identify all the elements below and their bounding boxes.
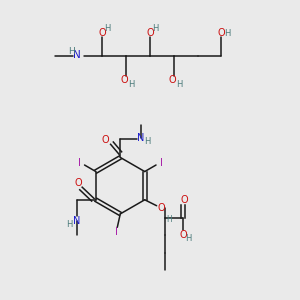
Text: O: O bbox=[169, 75, 176, 85]
Text: N: N bbox=[137, 134, 145, 143]
Text: O: O bbox=[158, 202, 165, 212]
Text: O: O bbox=[218, 28, 225, 38]
Text: O: O bbox=[180, 195, 188, 206]
Text: I: I bbox=[160, 158, 163, 168]
Text: I: I bbox=[78, 158, 81, 168]
Text: O: O bbox=[121, 75, 128, 85]
Text: O: O bbox=[102, 135, 109, 145]
Text: H: H bbox=[144, 137, 151, 146]
Text: H: H bbox=[167, 215, 172, 224]
Text: H: H bbox=[105, 24, 111, 33]
Text: H: H bbox=[128, 80, 135, 89]
Text: H: H bbox=[185, 234, 192, 243]
Text: O: O bbox=[180, 230, 187, 240]
Text: H: H bbox=[66, 220, 72, 229]
Text: I: I bbox=[115, 227, 118, 237]
Text: O: O bbox=[74, 178, 82, 188]
Text: H: H bbox=[176, 80, 182, 89]
Text: O: O bbox=[99, 28, 106, 38]
Text: H: H bbox=[224, 29, 230, 38]
Text: O: O bbox=[146, 28, 154, 38]
Text: H: H bbox=[152, 24, 158, 33]
Text: N: N bbox=[73, 216, 80, 226]
Text: N: N bbox=[73, 50, 81, 61]
Text: H: H bbox=[68, 46, 75, 56]
